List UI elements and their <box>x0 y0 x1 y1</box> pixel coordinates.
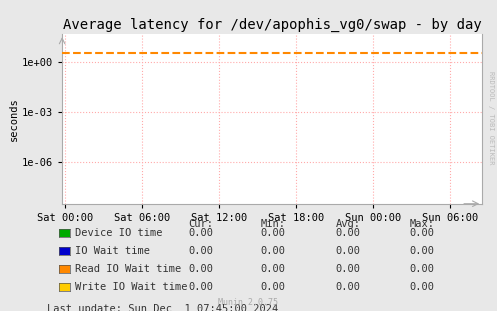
Y-axis label: seconds: seconds <box>9 97 19 141</box>
Text: 0.00: 0.00 <box>410 282 435 292</box>
Text: 0.00: 0.00 <box>189 264 214 274</box>
Text: 0.00: 0.00 <box>335 282 360 292</box>
Text: Munin 2.0.75: Munin 2.0.75 <box>219 298 278 307</box>
Title: Average latency for /dev/apophis_vg0/swap - by day: Average latency for /dev/apophis_vg0/swa… <box>63 18 482 32</box>
Text: IO Wait time: IO Wait time <box>75 246 150 256</box>
Text: 0.00: 0.00 <box>410 246 435 256</box>
Text: 0.00: 0.00 <box>189 282 214 292</box>
Text: 0.00: 0.00 <box>189 246 214 256</box>
Text: 0.00: 0.00 <box>189 228 214 238</box>
Text: 0.00: 0.00 <box>261 228 286 238</box>
Text: Last update: Sun Dec  1 07:45:00 2024: Last update: Sun Dec 1 07:45:00 2024 <box>47 304 278 311</box>
Text: 0.00: 0.00 <box>335 228 360 238</box>
Text: 0.00: 0.00 <box>410 228 435 238</box>
Text: Read IO Wait time: Read IO Wait time <box>75 264 181 274</box>
Text: Min:: Min: <box>261 219 286 229</box>
Text: RRDTOOL / TOBI OETIKER: RRDTOOL / TOBI OETIKER <box>488 72 494 165</box>
Text: Write IO Wait time: Write IO Wait time <box>75 282 187 292</box>
Text: Avg:: Avg: <box>335 219 360 229</box>
Text: 0.00: 0.00 <box>261 282 286 292</box>
Text: 0.00: 0.00 <box>335 246 360 256</box>
Text: 0.00: 0.00 <box>261 246 286 256</box>
Text: Max:: Max: <box>410 219 435 229</box>
Text: 0.00: 0.00 <box>261 264 286 274</box>
Text: 0.00: 0.00 <box>410 264 435 274</box>
Text: Device IO time: Device IO time <box>75 228 162 238</box>
Text: 0.00: 0.00 <box>335 264 360 274</box>
Text: Cur:: Cur: <box>189 219 214 229</box>
